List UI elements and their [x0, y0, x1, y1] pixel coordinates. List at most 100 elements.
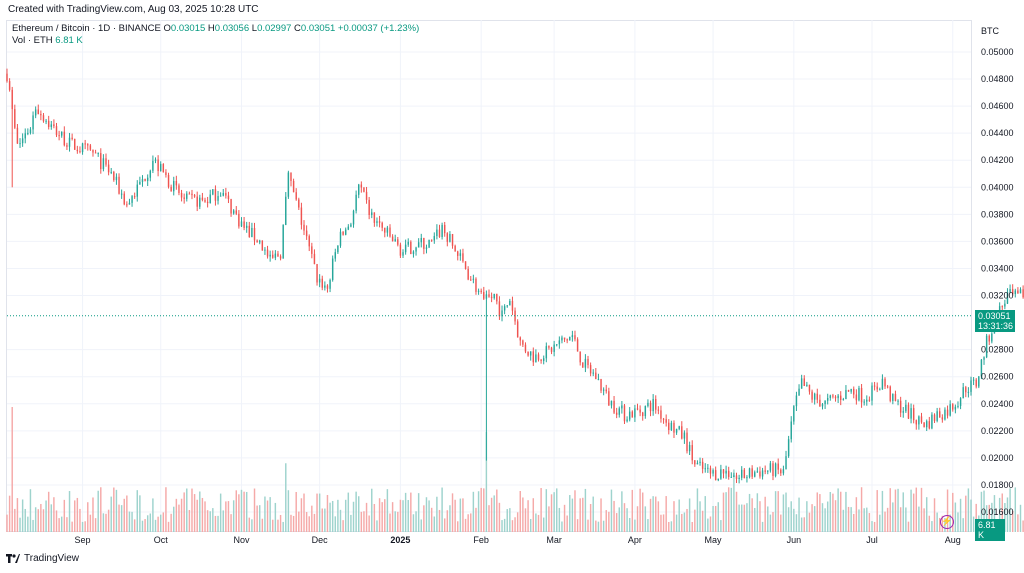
candle-body	[725, 470, 727, 474]
candle-body	[410, 241, 412, 255]
candle-body	[467, 268, 469, 280]
volume-bar	[97, 490, 99, 532]
volume-bar	[175, 498, 178, 532]
volume-bar	[467, 514, 469, 532]
candle-body	[589, 365, 592, 374]
volume-bar	[1019, 504, 1022, 532]
candle-body	[68, 137, 71, 147]
candle-body	[446, 233, 449, 242]
candle-body	[100, 153, 102, 170]
volume-bar	[764, 496, 766, 532]
candle-body	[730, 476, 733, 478]
volume-bar	[826, 501, 829, 532]
volume-bar	[219, 493, 222, 532]
volume-label[interactable]: Vol · ETH	[12, 35, 53, 46]
candle-body	[50, 124, 53, 127]
volume-bar	[998, 497, 1001, 532]
candle-body	[949, 404, 951, 416]
volume-bar	[928, 515, 931, 532]
volume-bar	[678, 499, 680, 532]
candle-body	[407, 241, 409, 245]
candle-body	[540, 359, 542, 361]
candle-body	[89, 145, 92, 150]
symbol-title[interactable]: Ethereum / Bitcoin · 1D · BINANCE	[12, 23, 161, 34]
volume-bar	[613, 500, 615, 532]
candle-body	[74, 138, 76, 150]
candle-body	[806, 384, 808, 386]
volume-bar	[344, 499, 347, 532]
volume-bar	[287, 490, 290, 532]
volume-bar	[855, 497, 858, 532]
volume-bar	[360, 511, 363, 532]
candle-body	[774, 463, 777, 476]
volume-bar	[1006, 497, 1009, 532]
volume-bar	[522, 497, 524, 532]
candle-body	[623, 405, 626, 422]
candle-body	[717, 478, 719, 481]
candle-body	[443, 224, 446, 234]
volume-bar	[712, 505, 714, 532]
volume-bar	[727, 487, 730, 532]
volume-bar	[741, 504, 743, 532]
volume-bar	[100, 487, 102, 532]
volume-bar	[415, 511, 417, 532]
candle-body	[902, 411, 904, 413]
volume-bar	[954, 502, 957, 532]
candle-body	[795, 395, 798, 407]
volume-bar	[527, 500, 529, 532]
volume-bar	[730, 487, 733, 532]
volume-bar	[871, 521, 873, 532]
candle-body	[868, 399, 871, 401]
candle-body	[501, 310, 503, 317]
volume-bar	[47, 491, 50, 532]
volume-bar	[1017, 514, 1019, 532]
open-value: 0.03015	[170, 23, 206, 34]
candle-body	[556, 344, 558, 346]
candle-body	[337, 245, 339, 253]
volume-bar	[991, 502, 993, 532]
candle-body	[738, 477, 740, 480]
candle-body	[912, 408, 915, 421]
volume-bar	[1001, 493, 1003, 532]
volume-bar	[868, 513, 871, 532]
volume-bar	[365, 502, 368, 532]
volume-bar	[318, 493, 321, 532]
candle-body	[227, 195, 230, 200]
volume-bar	[305, 512, 308, 532]
candle-body	[615, 412, 618, 415]
candle-body	[128, 202, 131, 205]
candle-body	[748, 468, 751, 478]
volume-bar	[665, 496, 667, 532]
candle-body	[381, 222, 383, 228]
lightning-icon[interactable]: ⚡	[940, 515, 954, 529]
candle-body	[66, 145, 68, 147]
candle-body	[866, 399, 868, 402]
candle-body	[485, 294, 488, 299]
candle-body	[665, 419, 667, 423]
candle-body	[115, 176, 118, 181]
candle-body	[735, 475, 738, 480]
candle-body	[761, 470, 764, 477]
volume-bar	[524, 508, 527, 532]
candle-body	[793, 406, 795, 422]
candle-body	[678, 426, 680, 429]
candle-body	[441, 224, 443, 237]
candle-body	[595, 372, 597, 380]
candle-body	[988, 335, 990, 342]
volume-bar	[840, 491, 842, 532]
currency-label[interactable]: BTC	[978, 25, 1002, 37]
candle-body	[688, 445, 691, 452]
footer: TradingView	[6, 553, 79, 564]
candle-body	[832, 395, 834, 397]
volume-bar	[55, 510, 58, 532]
candle-body	[532, 351, 535, 363]
volume-bar	[480, 487, 482, 532]
candle-body	[574, 335, 576, 340]
candle-body	[952, 404, 954, 410]
candle-body	[714, 470, 717, 481]
candle-body	[60, 131, 63, 136]
volume-bar	[501, 520, 503, 532]
volume-bar	[751, 498, 753, 532]
volume-bar	[217, 515, 219, 532]
